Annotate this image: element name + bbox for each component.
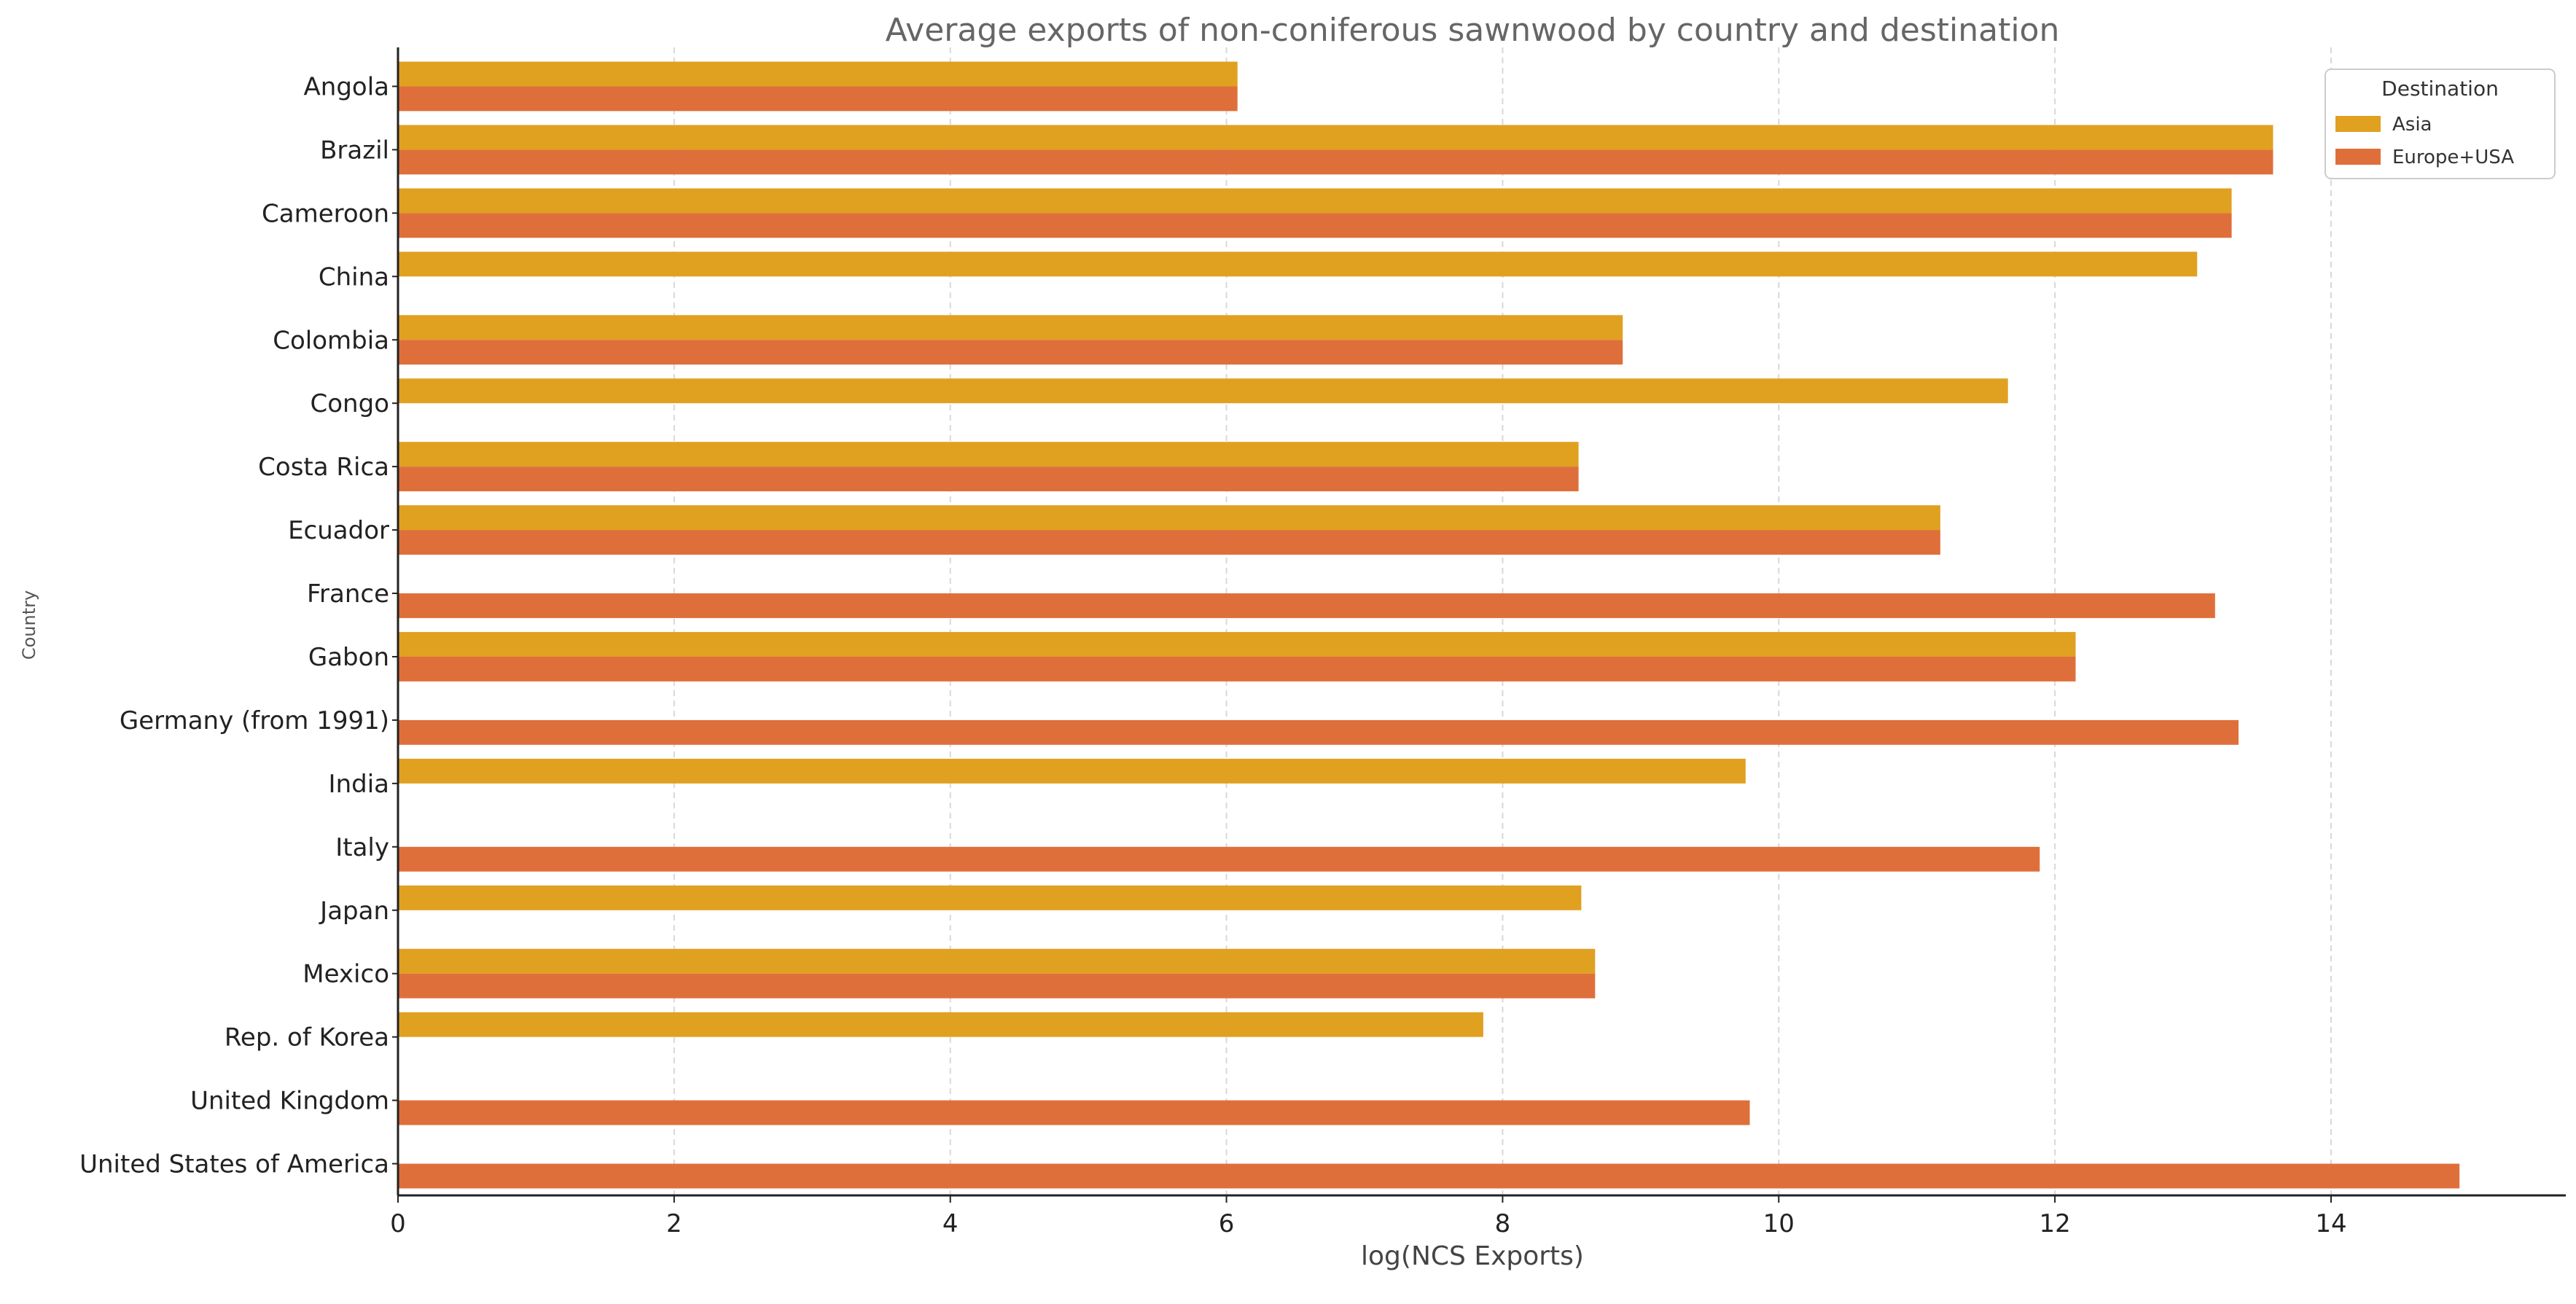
- y-tick-label-rep-of-korea: Rep. of Korea: [225, 1023, 389, 1053]
- x-axis-label: log(NCS Exports): [1361, 1241, 1584, 1271]
- bar-mexico-europe-usa: [398, 973, 1596, 999]
- x-tick-label-14: 14: [2315, 1209, 2346, 1238]
- y-tick-label-india: India: [329, 770, 389, 799]
- bar-gabon-europe-usa: [398, 656, 2076, 682]
- y-tick-label-china: China: [319, 262, 389, 292]
- bar-congo-asia: [398, 378, 2008, 404]
- bar-india-asia: [398, 758, 1746, 784]
- bar-germany-from-1991-europe-usa: [398, 719, 2239, 745]
- y-tick-label-colombia: Colombia: [273, 326, 389, 355]
- y-tick-label-cameroon: Cameroon: [262, 199, 389, 228]
- bar-angola-europe-usa: [398, 86, 1238, 112]
- y-tick-label-mexico: Mexico: [303, 960, 389, 989]
- x-tick-label-2: 2: [666, 1209, 682, 1238]
- x-tick-label-0: 0: [390, 1209, 406, 1238]
- bar-united-kingdom-europe-usa: [398, 1100, 1750, 1125]
- bar-gabon-asia: [398, 632, 2076, 657]
- y-tick-label-congo: Congo: [311, 389, 389, 418]
- y-tick-label-gabon: Gabon: [308, 643, 389, 672]
- bar-brazil-europe-usa: [398, 149, 2273, 175]
- y-tick-label-brazil: Brazil: [320, 136, 389, 165]
- x-tick-label-8: 8: [1495, 1209, 1511, 1238]
- legend-label-asia: Asia: [2392, 114, 2432, 136]
- legend-label-europe-usa: Europe+USA: [2392, 147, 2514, 168]
- x-tick-label-10: 10: [1763, 1209, 1795, 1238]
- y-tick-label-united-kingdom: United Kingdom: [190, 1087, 389, 1116]
- y-tick-label-japan: Japan: [319, 897, 389, 926]
- bar-rep-of-korea-asia: [398, 1012, 1483, 1037]
- bar-colombia-europe-usa: [398, 340, 1623, 365]
- bar-cameroon-europe-usa: [398, 213, 2232, 238]
- y-tick-label-germany-from-1991: Germany (from 1991): [120, 706, 389, 735]
- bar-costa-rica-asia: [398, 442, 1579, 467]
- bar-china-asia: [398, 251, 2198, 277]
- y-tick-label-united-states-of-america: United States of America: [79, 1150, 389, 1179]
- y-tick-label-ecuador: Ecuador: [288, 516, 389, 545]
- legend-swatch-europe-usa: [2335, 149, 2381, 165]
- bar-costa-rica-europe-usa: [398, 466, 1579, 492]
- bar-ecuador-asia: [398, 505, 1940, 531]
- y-tick-label-angola: Angola: [304, 72, 389, 101]
- y-tick-label-costa-rica: Costa Rica: [258, 453, 389, 482]
- y-tick-label-france: France: [307, 579, 389, 609]
- bar-brazil-asia: [398, 125, 2273, 150]
- bar-mexico-asia: [398, 948, 1596, 974]
- bar-japan-asia: [398, 885, 1582, 910]
- y-axis-label: Country: [19, 590, 39, 660]
- bar-colombia-asia: [398, 315, 1623, 340]
- bar-ecuador-europe-usa: [398, 530, 1940, 555]
- bar-cameroon-asia: [398, 188, 2232, 214]
- bar-france-europe-usa: [398, 593, 2215, 618]
- legend-swatch-asia: [2335, 116, 2381, 132]
- x-tick-label-4: 4: [942, 1209, 959, 1238]
- x-tick-label-12: 12: [2039, 1209, 2070, 1238]
- legend-box: [2325, 69, 2556, 179]
- bar-angola-asia: [398, 61, 1238, 87]
- chart-title: Average exports of non-coniferous sawnwo…: [886, 12, 2060, 49]
- x-tick-label-6: 6: [1219, 1209, 1235, 1238]
- bar-united-states-of-america-europe-usa: [398, 1163, 2460, 1189]
- bar-italy-europe-usa: [398, 846, 2040, 872]
- y-tick-label-italy: Italy: [335, 833, 389, 862]
- legend-title: Destination: [2381, 77, 2499, 101]
